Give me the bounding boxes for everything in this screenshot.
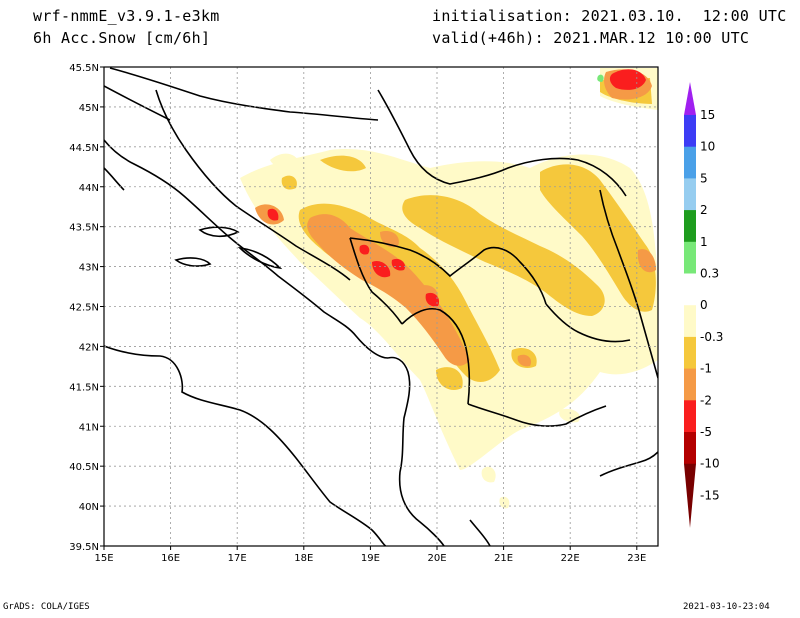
lat-tick-label: 44N <box>79 183 99 194</box>
very-heavy-snow-area <box>267 69 646 307</box>
colorbar-band <box>684 241 696 274</box>
lon-tick-label: 22E <box>561 553 580 564</box>
lat-tick-label: 45N <box>79 103 99 114</box>
colorbar-band <box>684 432 696 465</box>
initialisation-time: initialisation: 2021.03.10. 12:00 UTC <box>432 7 787 25</box>
lat-tick-label: 40N <box>79 502 99 513</box>
latitude-axis: 45.5N 45N 44.5N 44N 43.5N 43N 42.5N 42N 41.5N 41N… <box>69 63 99 553</box>
render-timestamp: 2021-03-10-23:04 <box>683 602 770 612</box>
colorbar-label: 0.3 <box>700 267 719 281</box>
snow-field <box>240 68 658 509</box>
colorbar-label: 5 <box>700 171 708 185</box>
lat-tick-label: 45.5N <box>69 63 99 74</box>
colorbar-label: 2 <box>700 203 708 217</box>
lon-tick-label: 21E <box>494 553 513 564</box>
colorbar-band <box>684 305 696 338</box>
lat-tick-label: 39.5N <box>69 542 99 553</box>
colorbar-label: 15 <box>700 108 715 122</box>
lon-tick-label: 19E <box>361 553 380 564</box>
lon-tick-label: 17E <box>228 553 247 564</box>
lat-lon-grid <box>104 67 658 546</box>
lat-tick-label: 42N <box>79 342 99 353</box>
lat-tick-label: 43.5N <box>69 223 99 234</box>
axis-ticks <box>100 66 638 550</box>
lon-tick-label: 23E <box>627 553 646 564</box>
lon-tick-label: 15E <box>94 553 113 564</box>
colorbar-label: 1 <box>700 235 708 249</box>
country-borders <box>109 67 658 477</box>
grads-credit: GrADS: COLA/IGES <box>3 602 90 612</box>
colorbar-label: 0 <box>700 298 708 312</box>
colorbar-band <box>684 115 696 148</box>
lat-tick-label: 41N <box>79 422 99 433</box>
lon-tick-label: 20E <box>427 553 446 564</box>
colorbar-label: -10 <box>700 457 720 471</box>
lat-tick-label: 41.5N <box>69 382 99 393</box>
colorbar-band <box>684 178 696 211</box>
lat-tick-label: 44.5N <box>69 143 99 154</box>
colorbar-band <box>684 368 696 401</box>
colorbar-label: -5 <box>700 425 712 439</box>
lat-tick-label: 40.5N <box>69 462 99 473</box>
lat-tick-label: 42.5N <box>69 303 99 314</box>
colorbar-band <box>684 273 696 306</box>
colorbar-label: -0.3 <box>700 330 723 344</box>
field-title: 6h Acc.Snow [cm/6h] <box>33 29 211 47</box>
colorbar-arrow-bottom <box>684 463 696 528</box>
model-title: wrf-nmmE_v3.9.1-e3km <box>33 7 220 25</box>
coastlines <box>104 85 491 546</box>
colorbar-label: 10 <box>700 140 715 154</box>
valid-time: valid(+46h): 2021.MAR.12 10:00 UTC <box>432 29 750 47</box>
colorbar-label: -15 <box>700 488 720 502</box>
snow-gain-spot <box>597 74 604 82</box>
lon-tick-label: 18E <box>294 553 313 564</box>
longitude-axis: 15E 16E 17E 18E 19E 20E 21E 22E 23E <box>94 553 646 564</box>
colorbar-band <box>684 336 696 370</box>
lon-tick-label: 16E <box>161 553 180 564</box>
colorbar-label: -1 <box>700 362 712 376</box>
colorbar-band <box>684 400 696 433</box>
colorbar: 15 10 5 2 1 0.3 0 -0.3 -1 -2 -5 -10 -15 <box>684 82 723 528</box>
lat-tick-label: 43N <box>79 263 99 274</box>
colorbar-arrow-top <box>684 82 696 115</box>
colorbar-label: -2 <box>700 393 712 407</box>
colorbar-band <box>684 146 696 179</box>
colorbar-band <box>684 210 696 243</box>
